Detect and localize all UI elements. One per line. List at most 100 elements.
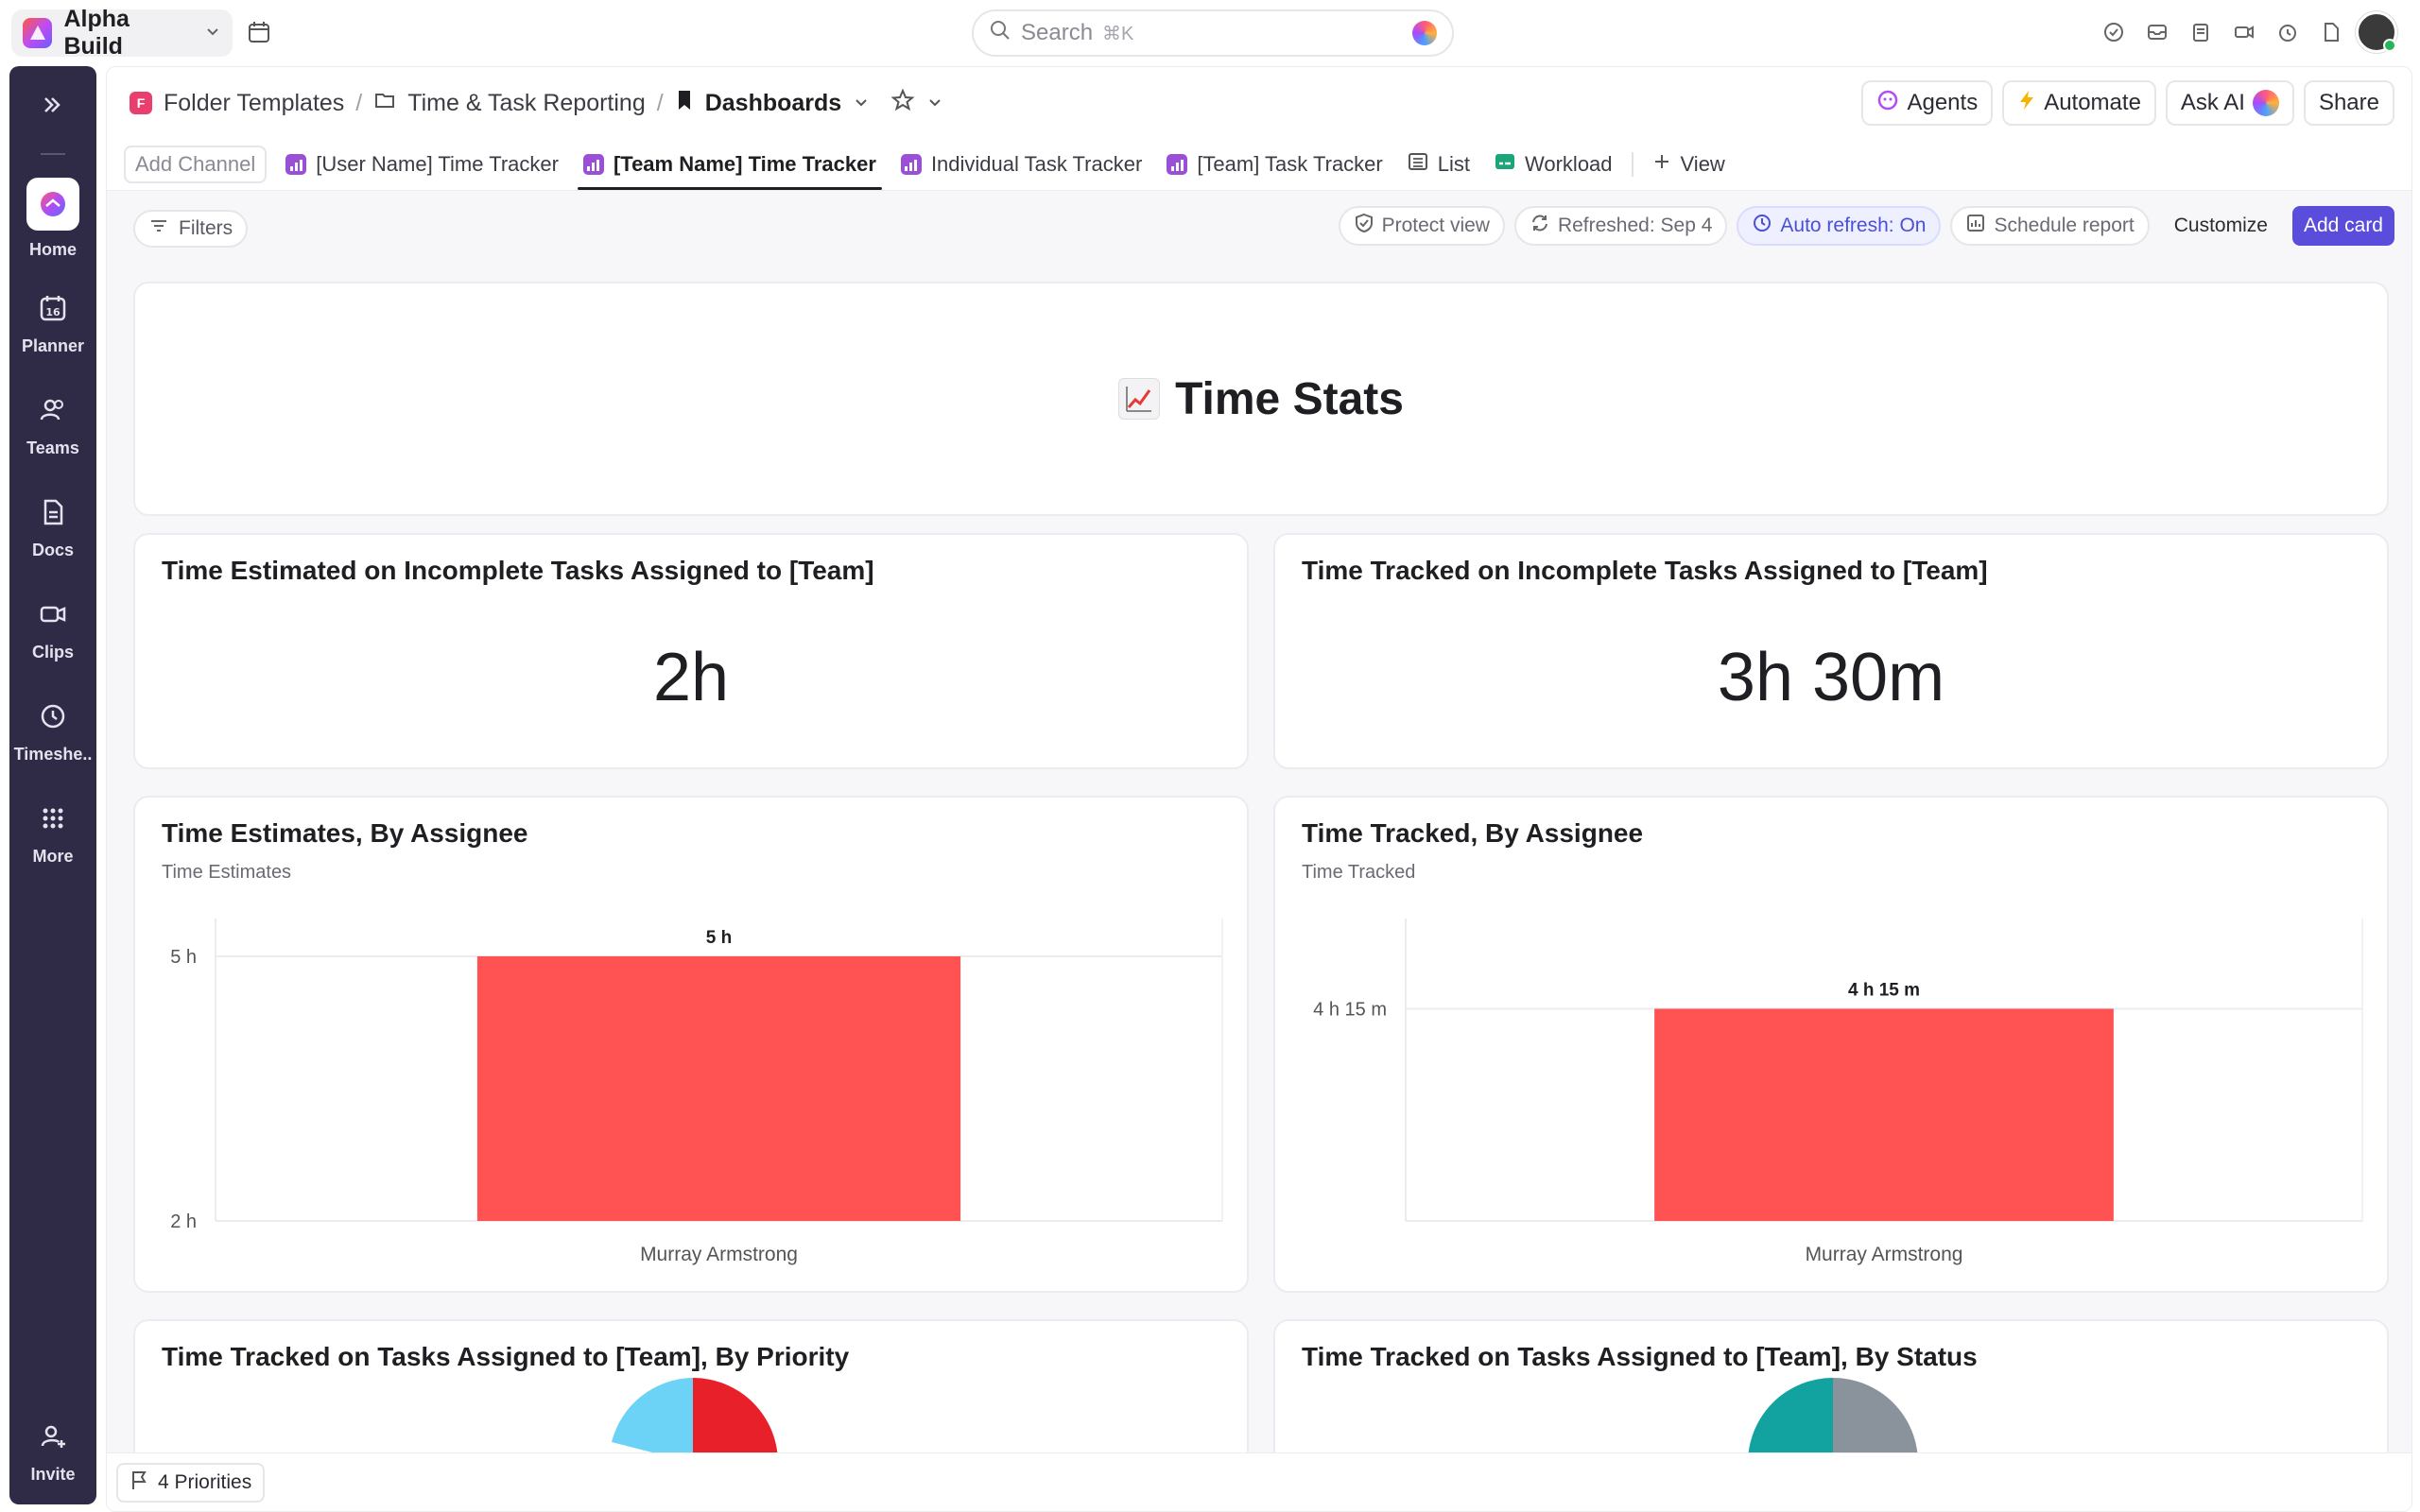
sidebar-item-docs[interactable]: Docs	[9, 493, 96, 560]
top-bar: Alpha Build Search ⌘K	[0, 0, 2420, 66]
star-icon[interactable]	[890, 87, 915, 119]
sidebar-item-more[interactable]: More	[9, 799, 96, 867]
home-icon	[26, 178, 79, 231]
workspace-logo-icon	[23, 18, 53, 48]
estimated-time-card[interactable]: Time Estimated on Incomplete Tasks Assig…	[133, 533, 1249, 769]
sidebar-item-invite[interactable]: Invite	[9, 1418, 96, 1485]
user-avatar[interactable]	[2356, 11, 2397, 53]
y-tick-label: 4 h 15 m	[1313, 999, 1387, 1020]
ai-sparkle-icon[interactable]	[1412, 21, 1437, 45]
notepad-icon[interactable]	[2187, 19, 2214, 45]
sidebar-item-label: More	[32, 847, 74, 866]
flag-icon	[130, 1469, 148, 1496]
folder-badge-icon: F	[130, 92, 152, 114]
check-circle-icon[interactable]	[2100, 19, 2127, 45]
sidebar: Home 16 Planner Teams Docs Clips Timeshe…	[9, 66, 96, 1504]
estimates-by-assignee-card[interactable]: Time Estimates, By Assignee Time Estimat…	[133, 796, 1249, 1293]
tab-user-time-tracker[interactable]: [User Name] Time Tracker	[280, 139, 564, 190]
share-button[interactable]: Share	[2303, 80, 2394, 126]
tab-team-time-tracker[interactable]: [Team Name] Time Tracker	[577, 139, 882, 190]
alarm-clock-icon[interactable]	[2274, 19, 2301, 45]
tab-divider	[1631, 152, 1634, 177]
tab-list[interactable]: List	[1402, 139, 1476, 190]
chevron-down-icon[interactable]	[926, 90, 943, 117]
sidebar-item-teams[interactable]: Teams	[9, 391, 96, 458]
automate-button[interactable]: Automate	[2002, 80, 2156, 126]
video-record-icon[interactable]	[2231, 19, 2257, 45]
tab-label: Workload	[1525, 152, 1613, 176]
refresh-button[interactable]: Refreshed: Sep 4	[1513, 206, 1728, 246]
tab-team-task-tracker[interactable]: [Team] Task Tracker	[1161, 139, 1388, 190]
bottom-bar: 4 Priorities	[107, 1452, 2411, 1511]
tab-workload[interactable]: Workload	[1489, 139, 1618, 190]
priorities-label: 4 Priorities	[158, 1471, 252, 1493]
tracked-by-assignee-card[interactable]: Time Tracked, By Assignee Time Tracked 4…	[1273, 796, 2389, 1293]
sidebar-item-home[interactable]: Home	[9, 178, 96, 260]
teams-icon	[34, 391, 72, 429]
search-bar[interactable]: Search ⌘K	[972, 9, 1454, 57]
add-view-label: View	[1680, 152, 1725, 176]
filter-icon	[148, 215, 169, 242]
sidebar-item-label: Clips	[31, 643, 74, 662]
protect-view-button[interactable]: Protect view	[1338, 206, 1505, 246]
chevron-down-icon[interactable]	[853, 90, 870, 117]
breadcrumb-separator: /	[656, 89, 664, 116]
sidebar-item-planner[interactable]: 16 Planner	[9, 289, 96, 356]
priority-card[interactable]: Time Tracked on Tasks Assigned to [Team]…	[133, 1319, 1249, 1452]
customize-button[interactable]: Customize	[2173, 215, 2268, 236]
bookmark-icon	[675, 89, 694, 118]
card-title: Time Estimates, By Assignee	[162, 818, 528, 848]
tracked-time-card[interactable]: Time Tracked on Incomplete Tasks Assigne…	[1273, 533, 2389, 769]
tracked-bar-chart: 4 h 15 m 4 h 15 m Murray Armstrong	[1313, 919, 2363, 1265]
workload-icon	[1495, 151, 1515, 178]
sidebar-item-timesheets[interactable]: Timeshe..	[9, 697, 96, 765]
dashboard-icon	[285, 154, 307, 175]
hero-title: Time Stats	[1175, 373, 1404, 424]
ask-ai-button[interactable]: Ask AI	[2165, 80, 2294, 126]
breadcrumb-folder[interactable]: Folder Templates	[164, 89, 345, 116]
pie-slice	[693, 1378, 778, 1452]
tab-label: Individual Task Tracker	[930, 152, 1143, 176]
tab-label: [User Name] Time Tracker	[316, 152, 559, 176]
calendar-icon[interactable]	[244, 17, 274, 47]
auto-refresh-toggle[interactable]: Auto refresh: On	[1737, 206, 1942, 246]
tab-label: [Team] Task Tracker	[1197, 152, 1383, 176]
shield-icon	[1354, 213, 1374, 239]
top-icons	[2100, 19, 2344, 45]
card-title: Time Tracked, By Assignee	[1302, 818, 1644, 848]
bar-data-label: 5 h	[706, 928, 732, 948]
card-title: Time Estimated on Incomplete Tasks Assig…	[162, 556, 874, 585]
filters-button[interactable]: Filters	[133, 210, 249, 248]
card-title: Time Tracked on Tasks Assigned to [Team]…	[1302, 1342, 1978, 1371]
expand-sidebar-icon[interactable]	[38, 91, 66, 124]
sidebar-item-clips[interactable]: Clips	[9, 595, 96, 662]
breadcrumb-current[interactable]: Dashboards	[704, 89, 842, 116]
status-card[interactable]: Time Tracked on Tasks Assigned to [Team]…	[1273, 1319, 2389, 1452]
add-card-button[interactable]: Add card	[2291, 206, 2394, 246]
card-title: Time Tracked on Tasks Assigned to [Team]…	[162, 1342, 850, 1371]
breadcrumb-list[interactable]: Time & Task Reporting	[407, 89, 646, 116]
workspace-switcher[interactable]: Alpha Build	[11, 6, 233, 60]
bar	[1654, 1008, 2114, 1221]
ai-sparkle-icon	[2252, 90, 2279, 116]
card-subtitle: Time Estimates	[162, 862, 292, 883]
sidebar-item-label: Planner	[21, 336, 85, 355]
schedule-report-button[interactable]: Schedule report	[1950, 206, 2150, 246]
dashboard-toolbar: Filters Protect view Refreshed: Sep 4 Au…	[107, 191, 2411, 266]
tab-individual-task-tracker[interactable]: Individual Task Tracker	[895, 139, 1148, 190]
video-icon	[34, 595, 72, 633]
tab-label: [Team Name] Time Tracker	[613, 152, 876, 176]
auto-refresh-label: Auto refresh: On	[1780, 215, 1927, 236]
agents-button[interactable]: Agents	[1861, 80, 1994, 126]
inbox-icon[interactable]	[2144, 19, 2170, 45]
priorities-button[interactable]: 4 Priorities	[116, 1463, 266, 1503]
plus-icon	[1652, 152, 1671, 177]
online-status-dot	[2383, 39, 2396, 52]
dashboard-content: Time Stats Time Estimated on Incomplete …	[107, 266, 2411, 1452]
document-icon[interactable]	[2318, 19, 2344, 45]
agents-icon	[1876, 89, 1899, 118]
chevron-down-icon	[204, 23, 221, 44]
sidebar-item-label: Teams	[26, 438, 79, 457]
add-channel-button[interactable]: Add Channel	[124, 146, 268, 183]
add-view-button[interactable]: View	[1647, 139, 1731, 190]
